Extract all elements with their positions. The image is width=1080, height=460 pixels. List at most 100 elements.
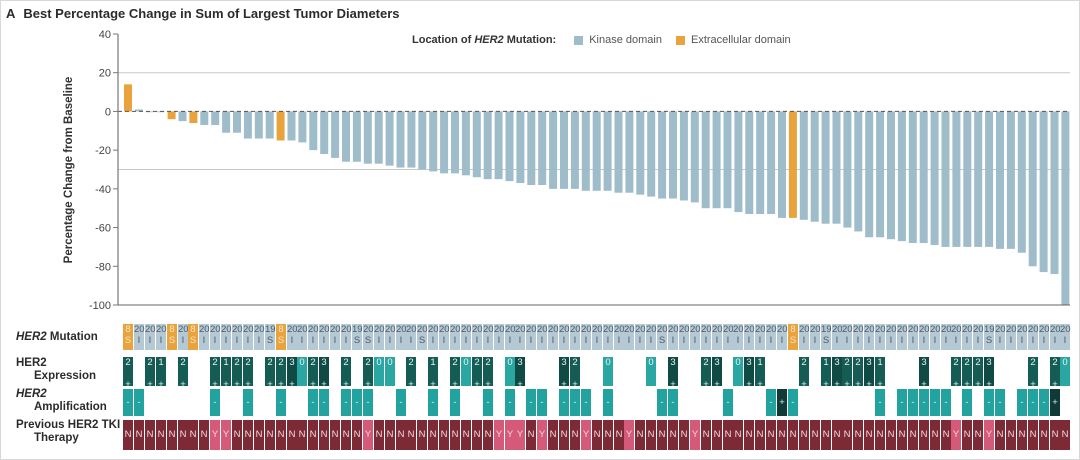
mutation-cell: 20 I: [396, 324, 407, 350]
bar: [516, 111, 525, 184]
mutation-cell: 20 I: [832, 324, 843, 350]
bar: [1028, 111, 1037, 267]
bar: [963, 111, 972, 247]
tki-cell: N: [668, 420, 678, 450]
amplification-cell: -: [941, 389, 951, 416]
amplification-cell: -: [581, 389, 591, 416]
amplification-cell: -: [1039, 389, 1049, 416]
bar: [985, 111, 994, 247]
mutation-cell: 20 I: [1006, 324, 1017, 350]
mutation-cell: 20 I: [374, 324, 385, 350]
row-label-expression-line2: Expression: [34, 370, 96, 382]
bar: [276, 111, 285, 141]
legend-title-suffix: Mutation:: [503, 34, 557, 46]
expression-cell: 2 +: [842, 357, 852, 390]
tki-cell: N: [559, 420, 569, 450]
tki-cell: N: [864, 420, 874, 450]
tki-cell: Y: [951, 420, 961, 450]
mutation-cell: 20 I: [145, 324, 156, 350]
bar: [603, 111, 612, 191]
mutation-cell: 20 I: [341, 324, 352, 350]
bar: [560, 111, 568, 189]
y-tick-label: -40: [95, 184, 111, 196]
legend-label-kinase: Kinase domain: [589, 34, 662, 46]
mutation-cell: 20 I: [559, 324, 570, 350]
mutation-cell: 19 S: [821, 324, 832, 350]
expression-cell: 2 +: [178, 357, 188, 390]
bar: [876, 111, 885, 238]
expression-cell: 2 +: [1028, 357, 1038, 390]
y-tick-label: -80: [95, 261, 111, 273]
mutation-cell: 20 I: [951, 324, 962, 350]
mutation-cell: 20 I: [1028, 324, 1039, 350]
tki-cell: N: [657, 420, 667, 450]
amplification-cell: -: [723, 389, 733, 416]
tki-cell: N: [1017, 420, 1027, 450]
expression-cell: 3 +: [864, 357, 874, 390]
mutation-cell: 20 I: [701, 324, 712, 350]
expression-cell: 0: [385, 357, 395, 386]
tki-cell: N: [156, 420, 166, 450]
bar: [756, 111, 765, 215]
bar: [570, 111, 579, 189]
mutation-cell: 20 I: [494, 324, 505, 350]
tki-cell: N: [755, 420, 765, 450]
amplification-cell: -: [243, 389, 253, 416]
bar: [265, 111, 274, 139]
tki-cell: N: [1028, 420, 1038, 450]
expression-cell: 3 +: [712, 357, 722, 390]
expression-cell: 2 +: [308, 357, 318, 390]
legend-item-extracellular: Extracellular domain: [676, 34, 791, 46]
expression-cell: 2 +: [472, 357, 482, 390]
y-tick-label: 0: [105, 106, 111, 118]
panel-letter: A: [6, 6, 16, 21]
bar: [396, 111, 405, 168]
tki-cell: N: [1060, 420, 1070, 450]
tki-cell: N: [276, 420, 286, 450]
expression-cell: 0: [733, 357, 743, 386]
expression-cell: 2 +: [232, 357, 242, 390]
bar: [222, 111, 231, 133]
mutation-cell: 20 I: [156, 324, 167, 350]
tki-cell: N: [374, 420, 384, 450]
mutation-cell: 20 I: [515, 324, 526, 350]
tki-cell: N: [766, 420, 776, 450]
tki-cell: N: [178, 420, 188, 450]
tki-cell: N: [875, 420, 885, 450]
y-tick-label: -60: [95, 223, 111, 235]
expression-cell: 2 +: [951, 357, 961, 390]
amplification-cell: -: [668, 389, 678, 416]
tki-cell: N: [701, 420, 711, 450]
amplification-cell: -: [352, 389, 362, 416]
tki-cell: N: [548, 420, 558, 450]
bar: [778, 111, 786, 218]
tki-cell: N: [930, 420, 940, 450]
tki-cell: N: [962, 420, 972, 450]
expression-cell: 2 +: [265, 357, 275, 390]
mutation-cell: 20 S: [363, 324, 374, 350]
expression-cell: 2 +: [363, 357, 373, 390]
tki-cell: N: [941, 420, 951, 450]
mutation-cell: 20 I: [897, 324, 908, 350]
mutation-cell: 20 S: [657, 324, 668, 350]
mutation-cell: 20 I: [973, 324, 984, 350]
mutation-cell: 20 I: [570, 324, 581, 350]
tki-cell: N: [396, 420, 406, 450]
mutation-cell: 20 I: [537, 324, 548, 350]
tki-cell: N: [821, 420, 831, 450]
amplification-cell: -: [919, 389, 929, 416]
amplification-cell: -: [603, 389, 613, 416]
mutation-cell: 20 I: [1050, 324, 1061, 350]
tki-cell: N: [483, 420, 493, 450]
mutation-cell: 20 I: [450, 324, 461, 350]
tki-cell: N: [886, 420, 896, 450]
tki-cell: Y: [581, 420, 591, 450]
bar: [374, 111, 383, 164]
bar: [549, 111, 558, 189]
amplification-cell: -: [1028, 389, 1038, 416]
mutation-cell: 20 I: [995, 324, 1006, 350]
tki-cell: N: [287, 420, 297, 450]
expression-cell: 2 +: [1050, 357, 1060, 390]
title-text: Best Percentage Change in Sum of Largest…: [23, 6, 400, 21]
bar: [734, 111, 743, 213]
